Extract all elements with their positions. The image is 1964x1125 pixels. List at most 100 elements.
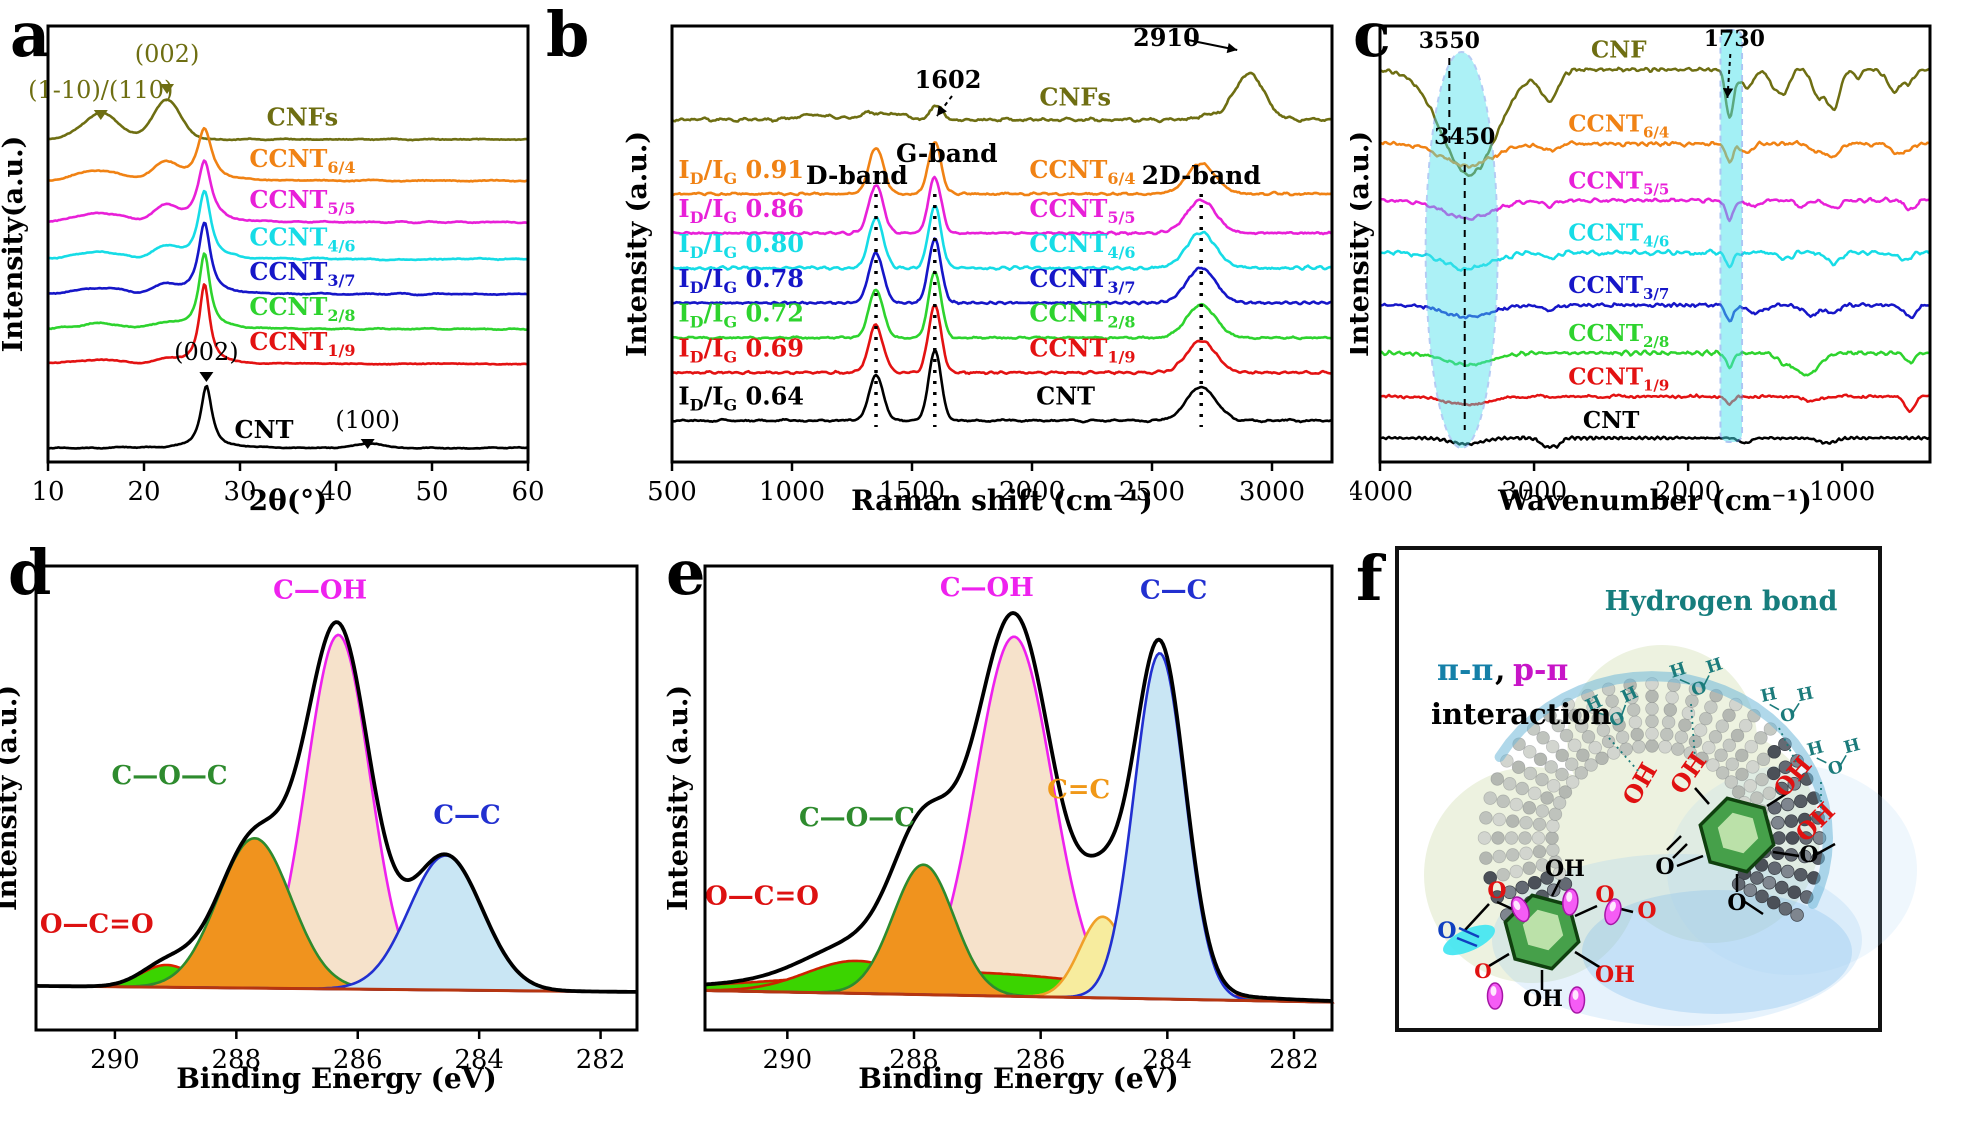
plot-box <box>703 564 1334 1032</box>
id-ig-ratio: ID/IG 0.64 <box>678 382 804 415</box>
xrd-series: CCNT3/7 <box>47 221 528 297</box>
id-ig-ratio: ID/IG 0.86 <box>678 194 804 227</box>
xps-peak-label: C—C <box>433 801 500 831</box>
svg-text:OH: OH <box>1595 962 1635 988</box>
svg-text:OH: OH <box>1523 986 1563 1012</box>
series-label: CCNT1/9 <box>1568 364 1669 395</box>
series-label: CCNT5/5 <box>249 185 355 218</box>
raman-series: CNT ID/IG 0.64 <box>671 349 1333 424</box>
xps-baseline <box>35 984 638 994</box>
raman-series: CCNT1/9ID/IG 0.69 <box>671 303 1333 376</box>
xps-peak-label: O—C=O <box>705 882 819 912</box>
water-glow <box>1492 854 1862 1026</box>
series-label: CNT <box>1583 407 1639 434</box>
svg-text:H: H <box>1704 654 1725 678</box>
xps-plot-e: C—OH O—C=O C—O—C C=C C—C 290 288 286 284 282 Bindi… <box>655 540 1350 1125</box>
svg-text:4000: 4000 <box>1350 477 1413 507</box>
svg-text:O: O <box>1727 890 1746 916</box>
svg-text:286: 286 <box>333 1045 383 1075</box>
series-label: CNFs <box>267 102 339 131</box>
series-label: CCNT3/7 <box>1029 264 1135 297</box>
ftir-series: CCNT2/8 <box>1380 320 1930 377</box>
id-ig-ratio: ID/IG 0.91 <box>678 155 804 188</box>
xps-peak-label: C—O—C <box>799 803 915 833</box>
water-molecule: HOH <box>1667 654 1725 701</box>
svg-text:O: O <box>1437 918 1456 944</box>
svg-text:H: H <box>1583 692 1606 717</box>
svg-text:282: 282 <box>576 1045 626 1075</box>
y-axis-label: Intensity (a.u.) <box>622 131 653 357</box>
xrd-plot: CNFs CCNT6/4 CCNT5/5 CCNT4/6 CCNT3/7 CCNT2/8 C… <box>0 0 560 540</box>
raman-series: CNFs <box>671 71 1333 124</box>
svg-text:O: O <box>1487 878 1506 904</box>
panel-letter-d: d <box>8 536 52 609</box>
series-label: CCNT3/7 <box>249 257 355 290</box>
raman-plot: CNFs CCNT6/4 ID/IG 0.91 CCNT5/5 ID/IG 0.86 CC… <box>540 0 1350 540</box>
svg-text:284: 284 <box>1143 1045 1193 1075</box>
svg-text:O: O <box>1637 898 1656 924</box>
series-label: CCNT3/7 <box>1568 272 1669 303</box>
p-orbital-lobe <box>1604 898 1622 926</box>
xps-baseline <box>704 989 1333 1004</box>
xps-peak-label: C—OH <box>273 575 367 605</box>
x-axis-label: Wavenumber (cm⁻¹) <box>1497 484 1812 517</box>
svg-text:288: 288 <box>212 1045 262 1075</box>
peak-annotation: 1602 <box>915 65 982 94</box>
svg-text:288: 288 <box>889 1045 939 1075</box>
ftir-series: CNF <box>1379 37 1930 178</box>
y-axis-label: Intensity (a.u.) <box>663 685 694 911</box>
series-label: CCNT4/6 <box>1568 220 1669 251</box>
y-axis-label: Intensity (a.u.) <box>1350 131 1375 357</box>
x-axis-label: Raman shift (cm⁻¹) <box>851 484 1153 517</box>
raman-series: CCNT2/8ID/IG 0.72 <box>671 270 1333 341</box>
svg-text:500: 500 <box>647 477 697 507</box>
p-pi-caption: p-π <box>1513 653 1568 688</box>
xps-plot-d: C—OH O—C=O C—O—C C—C 290 288 286 284 282 Binding … <box>0 540 655 1125</box>
svg-text:H: H <box>1618 683 1641 708</box>
svg-text:H: H <box>1842 735 1863 758</box>
xrd-series: CNT <box>47 384 529 450</box>
interaction-caption: interaction <box>1431 697 1612 731</box>
panel-letter-a: a <box>10 0 51 71</box>
series-label: CNF <box>1591 37 1647 64</box>
svg-text:3000: 3000 <box>1501 477 1567 507</box>
svg-text:2000: 2000 <box>999 477 1065 507</box>
svg-text:40: 40 <box>319 477 352 507</box>
svg-text:,: , <box>1495 653 1505 688</box>
svg-text:284: 284 <box>454 1045 504 1075</box>
svg-text:OH: OH <box>1545 856 1585 882</box>
plot-box <box>670 24 1334 464</box>
series-label: CNT <box>235 415 294 444</box>
svg-text:O: O <box>1779 705 1798 728</box>
id-ig-ratio: ID/IG 0.69 <box>678 334 804 367</box>
svg-text:H: H <box>1796 683 1816 706</box>
series-label: CCNT2/8 <box>249 292 355 325</box>
series-label: CCNT5/5 <box>1568 167 1669 198</box>
svg-text:H: H <box>1667 659 1688 683</box>
x-axis-label: 2θ(°) <box>249 484 328 517</box>
peak-annotation: 2910 <box>1133 23 1200 52</box>
p-orbital-lobe <box>1486 982 1504 1010</box>
wavenumber-annotation: 3450 <box>1434 124 1495 150</box>
svg-text:1000: 1000 <box>759 477 825 507</box>
band-header: 2D-band <box>1142 161 1261 190</box>
x-axis-label: Binding Energy (eV) <box>858 1062 1178 1095</box>
svg-text:20: 20 <box>127 477 160 507</box>
svg-text:1000: 1000 <box>1809 477 1875 507</box>
x-axis-label: Binding Energy (eV) <box>176 1062 496 1095</box>
band-header: D-band <box>806 161 908 190</box>
xps-envelope <box>36 620 636 994</box>
band-header: G-band <box>896 139 998 168</box>
y-axis-label: Intensity(a.u.) <box>0 136 29 353</box>
cellulose-sheet <box>1494 671 1834 909</box>
series-label: CCNT6/4 <box>1568 111 1669 142</box>
xps-peak-label: C—O—C <box>112 761 228 791</box>
svg-text:10: 10 <box>31 477 64 507</box>
svg-text:282: 282 <box>1269 1045 1319 1075</box>
svg-text:3000: 3000 <box>1239 477 1305 507</box>
svg-text:2500: 2500 <box>1119 477 1185 507</box>
plot-box <box>1378 24 1932 464</box>
svg-text:60: 60 <box>511 477 544 507</box>
svg-text:50: 50 <box>415 477 448 507</box>
